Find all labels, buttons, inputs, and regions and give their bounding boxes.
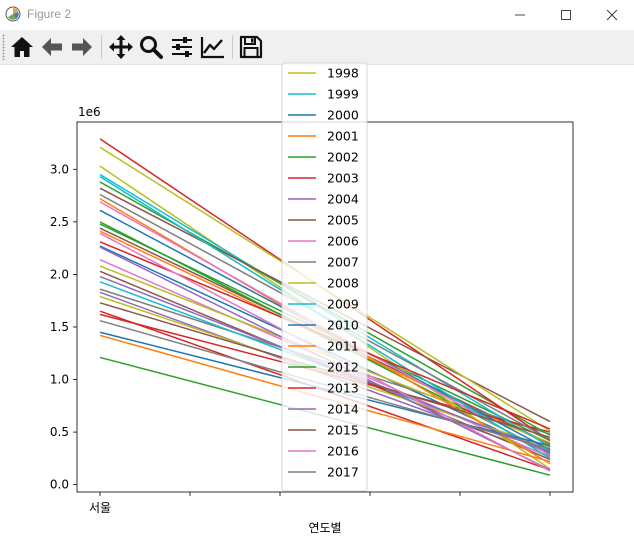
zoom-icon [140, 36, 163, 59]
zoom-button[interactable] [137, 33, 165, 61]
legend-label-2007: 2007 [327, 255, 359, 270]
toolbar-separator [232, 35, 233, 59]
y-tick-label: 3.0 [50, 162, 69, 176]
y-tick-label: 0.5 [50, 425, 69, 439]
legend-label-2008: 2008 [327, 276, 359, 291]
home-icon [11, 37, 33, 57]
minimize-icon [515, 14, 525, 16]
y-tick-label: 0.0 [50, 478, 69, 492]
legend-label-2003: 2003 [327, 171, 359, 186]
legend-label-2009: 2009 [327, 297, 359, 312]
y-tick-label: 2.0 [50, 267, 69, 281]
back-icon [42, 38, 62, 56]
minimize-button[interactable] [497, 0, 543, 30]
subplots-icon [172, 37, 192, 57]
save-icon [239, 35, 263, 59]
y-tick-label: 1.5 [50, 320, 69, 334]
forward-button[interactable] [68, 33, 96, 61]
legend-label-2001: 2001 [327, 129, 359, 144]
maximize-icon [561, 10, 571, 20]
legend-label-1999: 1999 [327, 87, 359, 102]
legend-box [281, 62, 368, 492]
navigation-toolbar [0, 30, 634, 65]
y-tick-label: 2.5 [50, 215, 69, 229]
toolbar-separator [101, 35, 102, 59]
close-icon [606, 9, 618, 21]
legend-label-2015: 2015 [327, 423, 359, 438]
edit-axes-icon [200, 37, 224, 59]
legend-label-2000: 2000 [327, 108, 359, 123]
back-button[interactable] [38, 33, 66, 61]
x-tick-label: 서울 [89, 501, 111, 515]
legend-label-2005: 2005 [327, 213, 359, 228]
save-button[interactable] [237, 33, 265, 61]
subplots-button[interactable] [168, 33, 196, 61]
legend-label-2016: 2016 [327, 444, 359, 459]
toolbar-grip[interactable] [2, 34, 5, 60]
legend-label-2013: 2013 [327, 381, 359, 396]
legend-label-2006: 2006 [327, 234, 359, 249]
x-axis-label: 연도별 [308, 521, 341, 535]
home-button[interactable] [8, 33, 36, 61]
window-titlebar: Figure 2 [0, 0, 634, 30]
legend-label-2004: 2004 [327, 192, 359, 207]
edit-axes-button[interactable] [199, 33, 227, 61]
legend-label-1998: 1998 [327, 66, 359, 81]
y-tick-label: 1.0 [50, 373, 69, 387]
pan-button[interactable] [107, 33, 135, 61]
forward-icon [72, 38, 92, 56]
matplotlib-icon [5, 6, 21, 22]
close-button[interactable] [589, 0, 634, 30]
legend-label-2011: 2011 [327, 339, 359, 354]
maximize-button[interactable] [543, 0, 589, 30]
legend-label-2002: 2002 [327, 150, 359, 165]
window-title: Figure 2 [27, 7, 72, 21]
legend-label-2017: 2017 [327, 465, 359, 480]
y-offset-label: 1e6 [78, 105, 101, 119]
legend-label-2012: 2012 [327, 360, 359, 375]
pan-icon [109, 35, 133, 59]
legend-label-2010: 2010 [327, 318, 359, 333]
legend-label-2014: 2014 [327, 402, 359, 417]
